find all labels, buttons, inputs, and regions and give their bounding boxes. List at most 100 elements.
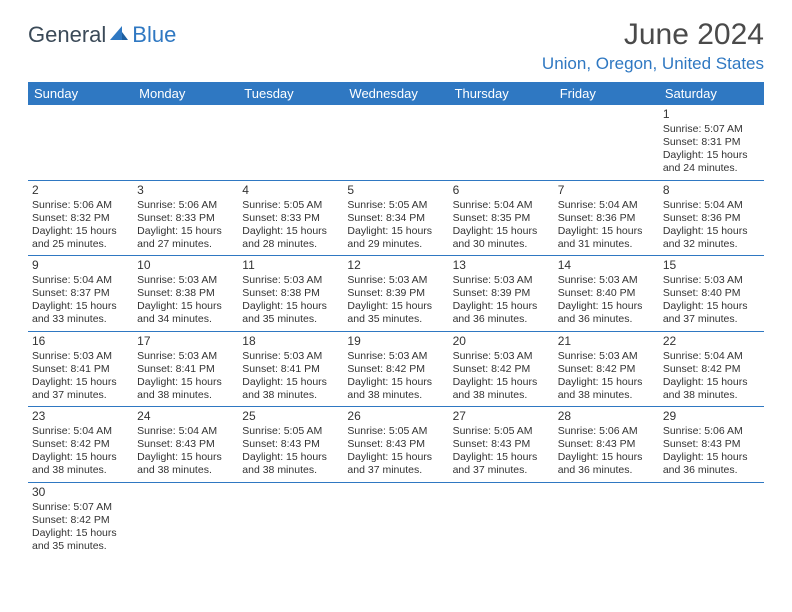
calendar-day: 14Sunrise: 5:03 AMSunset: 8:40 PMDayligh… [554,256,659,331]
day-info-line: Sunset: 8:39 PM [453,287,550,300]
day-number: 15 [663,258,760,273]
calendar-day: 25Sunrise: 5:05 AMSunset: 8:43 PMDayligh… [238,407,343,482]
day-number: 12 [347,258,444,273]
calendar-day: 2Sunrise: 5:06 AMSunset: 8:32 PMDaylight… [28,181,133,256]
day-info-line: Sunrise: 5:06 AM [663,425,760,438]
weekday-label: Sunday [28,82,133,105]
day-info-line: Sunset: 8:42 PM [32,438,129,451]
day-info-line: and 38 minutes. [32,464,129,477]
day-info-line: Daylight: 15 hours [663,225,760,238]
day-number: 10 [137,258,234,273]
day-info-line: Daylight: 15 hours [32,376,129,389]
day-info-line: Daylight: 15 hours [663,149,760,162]
day-info-line: and 28 minutes. [242,238,339,251]
calendar-day: 24Sunrise: 5:04 AMSunset: 8:43 PMDayligh… [133,407,238,482]
day-info-line: Sunset: 8:42 PM [32,514,129,527]
day-info-line: Daylight: 15 hours [32,451,129,464]
day-info-line: Sunset: 8:33 PM [242,212,339,225]
day-number: 20 [453,334,550,349]
day-info-line: Sunrise: 5:03 AM [32,350,129,363]
day-info-line: Sunset: 8:41 PM [32,363,129,376]
day-info-line: and 36 minutes. [663,464,760,477]
day-info-line: and 37 minutes. [453,464,550,477]
day-info-line: Sunset: 8:41 PM [137,363,234,376]
day-number: 9 [32,258,129,273]
calendar-day: 5Sunrise: 5:05 AMSunset: 8:34 PMDaylight… [343,181,448,256]
logo: General Blue [28,18,176,48]
day-info-line: Sunrise: 5:03 AM [347,350,444,363]
month-title: June 2024 [542,18,764,52]
weeks-container: 1Sunrise: 5:07 AMSunset: 8:31 PMDaylight… [28,105,764,557]
day-info-line: Sunset: 8:43 PM [558,438,655,451]
day-info-line: and 38 minutes. [137,389,234,402]
calendar-week: 30Sunrise: 5:07 AMSunset: 8:42 PMDayligh… [28,483,764,558]
day-info-line: and 37 minutes. [663,313,760,326]
weekday-header: SundayMondayTuesdayWednesdayThursdayFrid… [28,82,764,105]
day-info-line: Sunrise: 5:04 AM [32,425,129,438]
weekday-label: Tuesday [238,82,343,105]
calendar-day: 12Sunrise: 5:03 AMSunset: 8:39 PMDayligh… [343,256,448,331]
calendar-empty [554,105,659,180]
weekday-label: Friday [554,82,659,105]
day-info-line: Sunset: 8:32 PM [32,212,129,225]
day-info-line: Sunrise: 5:05 AM [347,425,444,438]
calendar-week: 2Sunrise: 5:06 AMSunset: 8:32 PMDaylight… [28,181,764,257]
day-info-line: and 25 minutes. [32,238,129,251]
calendar-empty [238,105,343,180]
day-number: 27 [453,409,550,424]
logo-text-blue: Blue [132,22,176,48]
day-number: 17 [137,334,234,349]
day-info-line: Sunrise: 5:03 AM [558,350,655,363]
day-info-line: Daylight: 15 hours [347,300,444,313]
day-info-line: Daylight: 15 hours [347,451,444,464]
calendar-empty [133,483,238,558]
day-info-line: Sunset: 8:43 PM [453,438,550,451]
day-number: 19 [347,334,444,349]
day-info-line: Daylight: 15 hours [32,225,129,238]
day-info-line: and 30 minutes. [453,238,550,251]
day-info-line: Daylight: 15 hours [347,376,444,389]
day-info-line: Daylight: 15 hours [137,300,234,313]
weekday-label: Saturday [659,82,764,105]
day-info-line: and 32 minutes. [663,238,760,251]
day-info-line: and 38 minutes. [558,389,655,402]
day-number: 6 [453,183,550,198]
day-info-line: and 31 minutes. [558,238,655,251]
calendar-day: 20Sunrise: 5:03 AMSunset: 8:42 PMDayligh… [449,332,554,407]
day-info-line: Sunrise: 5:05 AM [242,425,339,438]
day-info-line: Daylight: 15 hours [242,300,339,313]
day-info-line: Sunset: 8:38 PM [242,287,339,300]
calendar-week: 23Sunrise: 5:04 AMSunset: 8:42 PMDayligh… [28,407,764,483]
day-info-line: Daylight: 15 hours [242,451,339,464]
calendar-day: 11Sunrise: 5:03 AMSunset: 8:38 PMDayligh… [238,256,343,331]
day-number: 14 [558,258,655,273]
day-info-line: Sunrise: 5:07 AM [663,123,760,136]
calendar-day: 19Sunrise: 5:03 AMSunset: 8:42 PMDayligh… [343,332,448,407]
day-info-line: Sunrise: 5:05 AM [242,199,339,212]
day-info-line: Sunrise: 5:03 AM [137,274,234,287]
day-info-line: Daylight: 15 hours [663,451,760,464]
day-info-line: Sunrise: 5:06 AM [137,199,234,212]
day-number: 4 [242,183,339,198]
calendar-day: 21Sunrise: 5:03 AMSunset: 8:42 PMDayligh… [554,332,659,407]
day-info-line: Daylight: 15 hours [453,451,550,464]
calendar-day: 18Sunrise: 5:03 AMSunset: 8:41 PMDayligh… [238,332,343,407]
day-info-line: Sunrise: 5:04 AM [32,274,129,287]
day-number: 25 [242,409,339,424]
calendar-day: 15Sunrise: 5:03 AMSunset: 8:40 PMDayligh… [659,256,764,331]
day-info-line: Sunrise: 5:03 AM [347,274,444,287]
day-info-line: Sunrise: 5:03 AM [242,350,339,363]
day-number: 11 [242,258,339,273]
day-number: 13 [453,258,550,273]
calendar-day: 29Sunrise: 5:06 AMSunset: 8:43 PMDayligh… [659,407,764,482]
day-info-line: Sunrise: 5:06 AM [558,425,655,438]
day-info-line: Sunrise: 5:03 AM [137,350,234,363]
day-info-line: Daylight: 15 hours [663,300,760,313]
day-number: 24 [137,409,234,424]
day-info-line: Daylight: 15 hours [137,225,234,238]
calendar-empty [343,105,448,180]
day-info-line: and 24 minutes. [663,162,760,175]
day-info-line: and 35 minutes. [242,313,339,326]
day-info-line: Sunset: 8:40 PM [663,287,760,300]
sail-icon [108,22,130,48]
